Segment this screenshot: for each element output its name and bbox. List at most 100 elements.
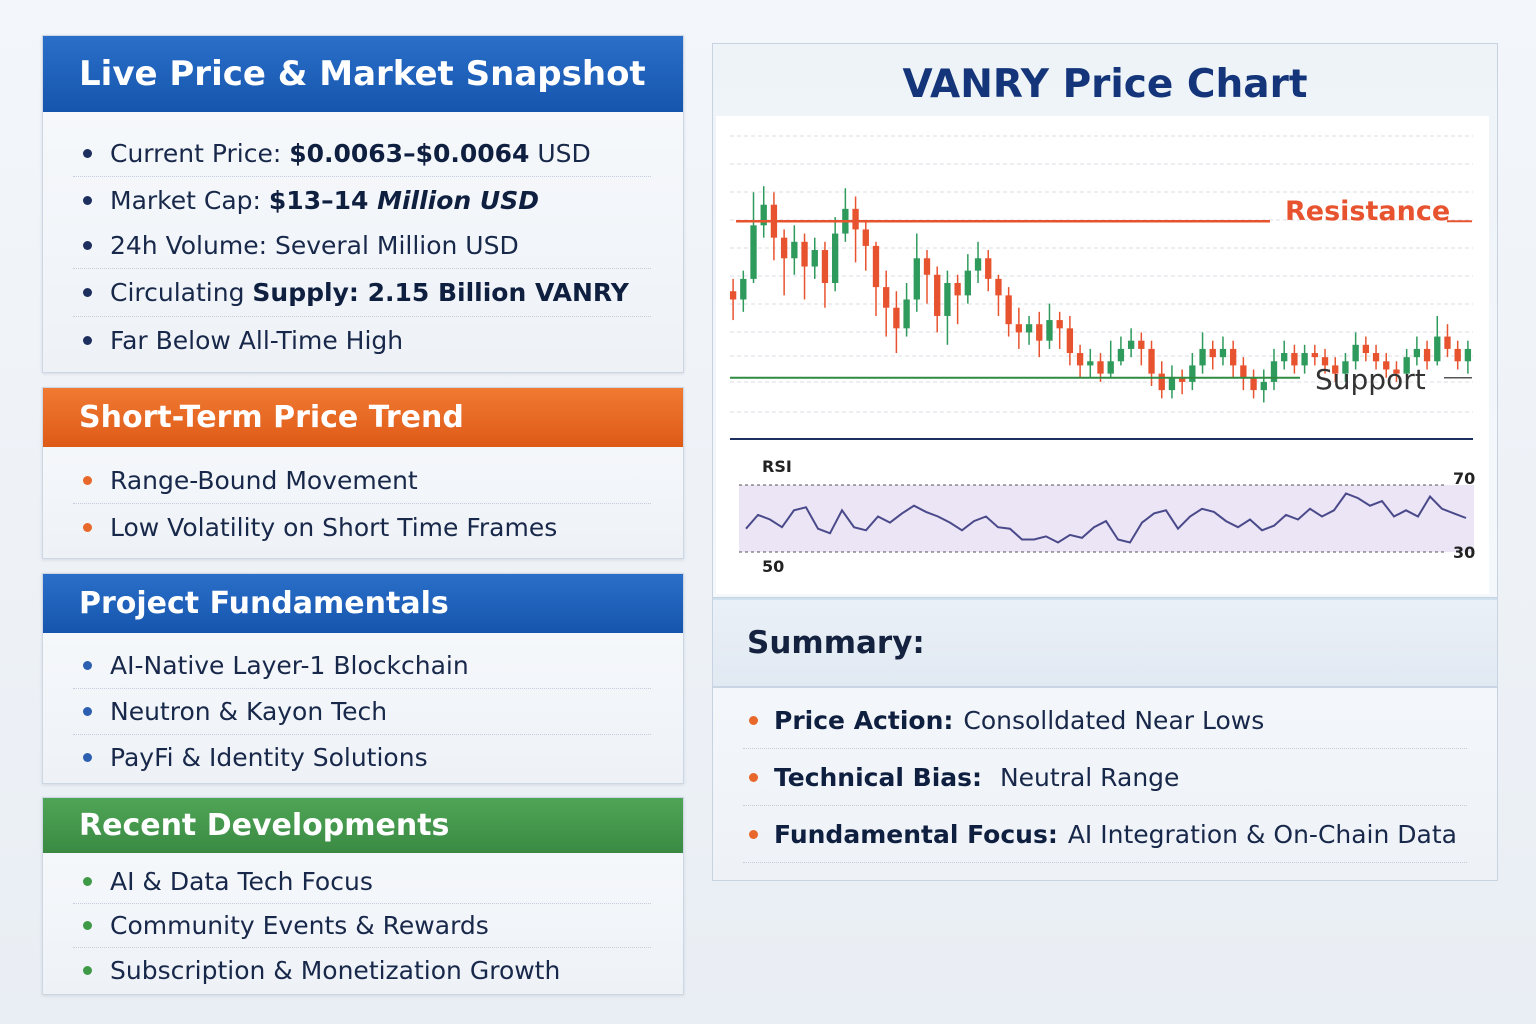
candle-up [1168, 377, 1176, 391]
candle-down [1230, 348, 1237, 366]
candle-up [1342, 361, 1349, 374]
chart-area: Resistance Support RSI 70 30 50 [716, 116, 1489, 594]
fundamentals-title: Project Fundamentals [79, 586, 449, 621]
candle-down [954, 283, 961, 296]
summary-list: Price Action: Consolldated Near Lows Tec… [713, 688, 1497, 863]
bullet-icon [83, 965, 92, 975]
candle-down [923, 258, 931, 275]
candle-up [760, 204, 767, 226]
resistance-label: Resistance [1285, 196, 1450, 227]
snapshot-panel: Live Price & Market Snapshot Current Pri… [42, 35, 684, 373]
candle-down [1066, 328, 1074, 354]
candle-down [1362, 344, 1370, 354]
candle-down [1423, 348, 1431, 362]
trend-list: Range-Bound Movement Low Volatility on S… [43, 447, 683, 551]
bullet-icon [83, 921, 92, 930]
candle-down [1444, 336, 1451, 349]
list-item-supply: Circulating Supply: 2.15 Billion VANRY [73, 269, 651, 317]
bullet-icon [83, 195, 92, 205]
summary-item-price-action: Price Action: Consolldated Near Lows [743, 692, 1467, 749]
candle-up [1107, 361, 1114, 374]
summary-header: Summary: [713, 598, 1497, 688]
list-item-volume: 24h Volume: Several Million USD [73, 223, 651, 269]
candle-down [729, 291, 737, 300]
bullet-icon [749, 772, 758, 782]
summary-panel: Summary: Price Action: Consolldated Near… [712, 597, 1498, 881]
candle-down [1178, 377, 1186, 382]
candle-up [1219, 348, 1227, 358]
candle-up [1046, 320, 1053, 341]
candle-up [1087, 361, 1094, 366]
candle-up [750, 225, 757, 279]
bullet-icon [749, 829, 758, 839]
bullet-icon [83, 475, 92, 485]
trend-panel: Short-Term Price Trend Range-Bound Movem… [42, 387, 684, 559]
list-item: AI-Native Layer-1 Blockchain [73, 643, 651, 689]
summary-item-technical-bias: Technical Bias: Neutral Range [743, 749, 1467, 806]
candle-up [811, 250, 818, 267]
candle-up [1403, 357, 1410, 374]
bullet-icon [83, 241, 92, 250]
candle-up [740, 278, 747, 300]
candle-up [1260, 381, 1267, 391]
list-item: AI & Data Tech Focus [73, 860, 651, 904]
price-chart-svg: Resistance Support RSI 70 30 50 [729, 135, 1475, 576]
candle-down [1158, 373, 1165, 391]
candle-up [903, 299, 910, 329]
candle-up [974, 258, 982, 271]
candle-down [801, 241, 808, 267]
trend-title: Short-Term Price Trend [79, 400, 464, 435]
candle-down [893, 307, 900, 329]
chart-grid [730, 135, 1473, 413]
candle-up [1127, 340, 1135, 349]
candle-down [872, 245, 880, 288]
candle-up [1352, 344, 1359, 362]
bullet-icon [83, 877, 92, 886]
candle-down [1015, 324, 1023, 333]
candle-up [831, 233, 839, 283]
bullet-icon [83, 149, 92, 158]
candle-down [852, 208, 859, 230]
candle-down [934, 274, 941, 316]
candle-down [821, 250, 829, 283]
rsi-label: RSI [762, 457, 792, 476]
list-item: Low Volatility on Short Time Frames [73, 504, 651, 551]
candle-up [964, 270, 971, 296]
developments-panel: Recent Developments AI & Data Tech Focus… [42, 797, 684, 995]
snapshot-header: Live Price & Market Snapshot [43, 36, 683, 112]
candle-down [1240, 365, 1247, 378]
developments-title: Recent Developments [79, 808, 450, 843]
bullet-icon [83, 335, 92, 345]
candle-down [1332, 365, 1339, 374]
support-label: Support [1315, 363, 1426, 396]
bullet-icon [749, 715, 758, 725]
developments-header: Recent Developments [43, 798, 683, 853]
snapshot-title: Live Price & Market Snapshot [79, 54, 646, 94]
bullet-icon [83, 752, 92, 762]
candle-up [1025, 324, 1033, 333]
candle-up [1270, 361, 1278, 382]
candle-down [1250, 377, 1257, 391]
bullet-icon [83, 523, 92, 532]
candle-down [1036, 324, 1043, 341]
rsi-lower-label: 30 [1453, 543, 1475, 562]
list-item: Community Events & Rewards [73, 904, 651, 948]
candle-down [1321, 357, 1329, 366]
candle-up [1464, 348, 1472, 362]
fundamentals-header: Project Fundamentals [43, 574, 683, 633]
candle-down [1383, 361, 1390, 370]
candle-up [1281, 353, 1288, 362]
candle-up [1434, 336, 1441, 362]
snapshot-list: Current Price: $0.0063–$0.0064 USD Marke… [43, 112, 683, 363]
candle-down [1311, 353, 1318, 358]
candle-up [913, 258, 920, 300]
candle-down [780, 237, 788, 259]
candle-up [1117, 348, 1125, 362]
candle-down [1076, 353, 1084, 366]
candle-down [1454, 348, 1461, 362]
list-item: PayFi & Identity Solutions [73, 735, 651, 779]
chart-title: VANRY Price Chart [902, 62, 1308, 107]
trend-header: Short-Term Price Trend [43, 388, 683, 447]
candle-down [1148, 348, 1155, 374]
candle-down [1209, 348, 1216, 358]
